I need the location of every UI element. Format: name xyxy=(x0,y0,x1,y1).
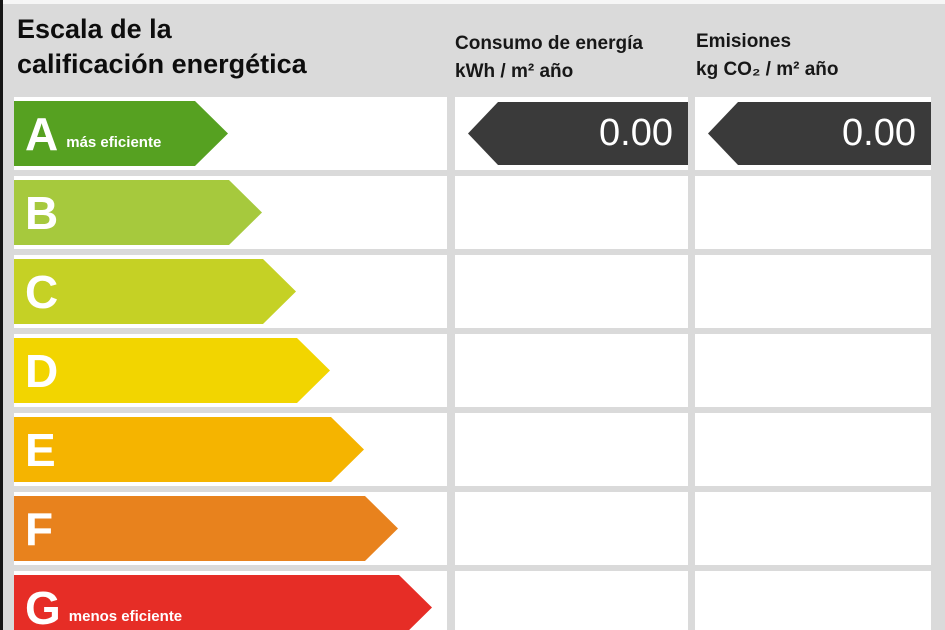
emissions-header-label: Emisiones xyxy=(696,31,792,52)
rating-cell-b: B xyxy=(14,176,447,249)
rating-arrow-a: A más eficiente xyxy=(14,101,228,166)
consumption-cell-e xyxy=(455,413,688,486)
consumption-value: 0.00 xyxy=(599,112,673,154)
rating-row-b: B xyxy=(0,176,931,249)
consumption-value-arrow: 0.00 xyxy=(468,102,688,165)
emissions-cell-f xyxy=(695,492,931,565)
rating-cell-e: E xyxy=(14,413,447,486)
consumption-header-units: kWh / m² año xyxy=(455,61,574,82)
rating-cell-f: F xyxy=(14,492,447,565)
rating-rows: A más eficiente 0.00 0.00 B xyxy=(0,97,931,630)
rating-cell-d: D xyxy=(14,334,447,407)
rating-letter: A xyxy=(25,107,59,160)
rating-cell-g: G menos eficiente xyxy=(14,571,447,630)
rating-row-c: C xyxy=(0,255,931,328)
rating-row-f: F xyxy=(0,492,931,565)
consumption-cell-a: 0.00 xyxy=(455,97,688,170)
rating-letter: C xyxy=(25,265,59,318)
rating-letter: B xyxy=(25,186,59,239)
page-title: Escala de la calificación energética xyxy=(17,12,307,82)
rating-cell-c: C xyxy=(14,255,447,328)
emissions-column-header: Emisiones kg CO₂ / m² año xyxy=(696,28,839,84)
consumption-cell-b xyxy=(455,176,688,249)
consumption-cell-f xyxy=(455,492,688,565)
emissions-cell-c xyxy=(695,255,931,328)
rating-letter: G xyxy=(25,581,61,630)
emissions-cell-a: 0.00 xyxy=(695,97,931,170)
rating-arrow-g: G menos eficiente xyxy=(14,575,432,630)
rating-note: más eficiente xyxy=(66,134,162,151)
emissions-cell-d xyxy=(695,334,931,407)
rating-cell-a: A más eficiente xyxy=(14,97,447,170)
rating-letter: E xyxy=(25,423,56,476)
page-title-line1: Escala de la xyxy=(17,14,172,44)
rating-arrow-d: D xyxy=(14,338,330,403)
emissions-cell-g xyxy=(695,571,931,630)
consumption-cell-d xyxy=(455,334,688,407)
emissions-value-arrow: 0.00 xyxy=(708,102,931,165)
rating-row-e: E xyxy=(0,413,931,486)
rating-row-g: G menos eficiente xyxy=(0,571,931,630)
emissions-cell-b xyxy=(695,176,931,249)
rating-letter: D xyxy=(25,344,59,397)
rating-row-a: A más eficiente 0.00 0.00 xyxy=(0,97,931,170)
emissions-cell-e xyxy=(695,413,931,486)
rating-note: menos eficiente xyxy=(68,608,183,625)
page-title-line2: calificación energética xyxy=(17,49,307,79)
consumption-column-header: Consumo de energía kWh / m² año xyxy=(455,30,643,86)
rating-arrow-f: F xyxy=(14,496,398,561)
top-edge-border xyxy=(3,0,945,4)
rating-arrow-b: B xyxy=(14,180,262,245)
consumption-header-label: Consumo de energía xyxy=(455,33,643,54)
rating-row-d: D xyxy=(0,334,931,407)
consumption-cell-g xyxy=(455,571,688,630)
emissions-value: 0.00 xyxy=(842,112,916,154)
rating-arrow-c: C xyxy=(14,259,296,324)
emissions-header-units: kg CO₂ / m² año xyxy=(696,59,839,80)
left-edge-border xyxy=(0,0,3,630)
consumption-cell-c xyxy=(455,255,688,328)
rating-letter: F xyxy=(25,502,54,555)
rating-arrow-e: E xyxy=(14,417,364,482)
